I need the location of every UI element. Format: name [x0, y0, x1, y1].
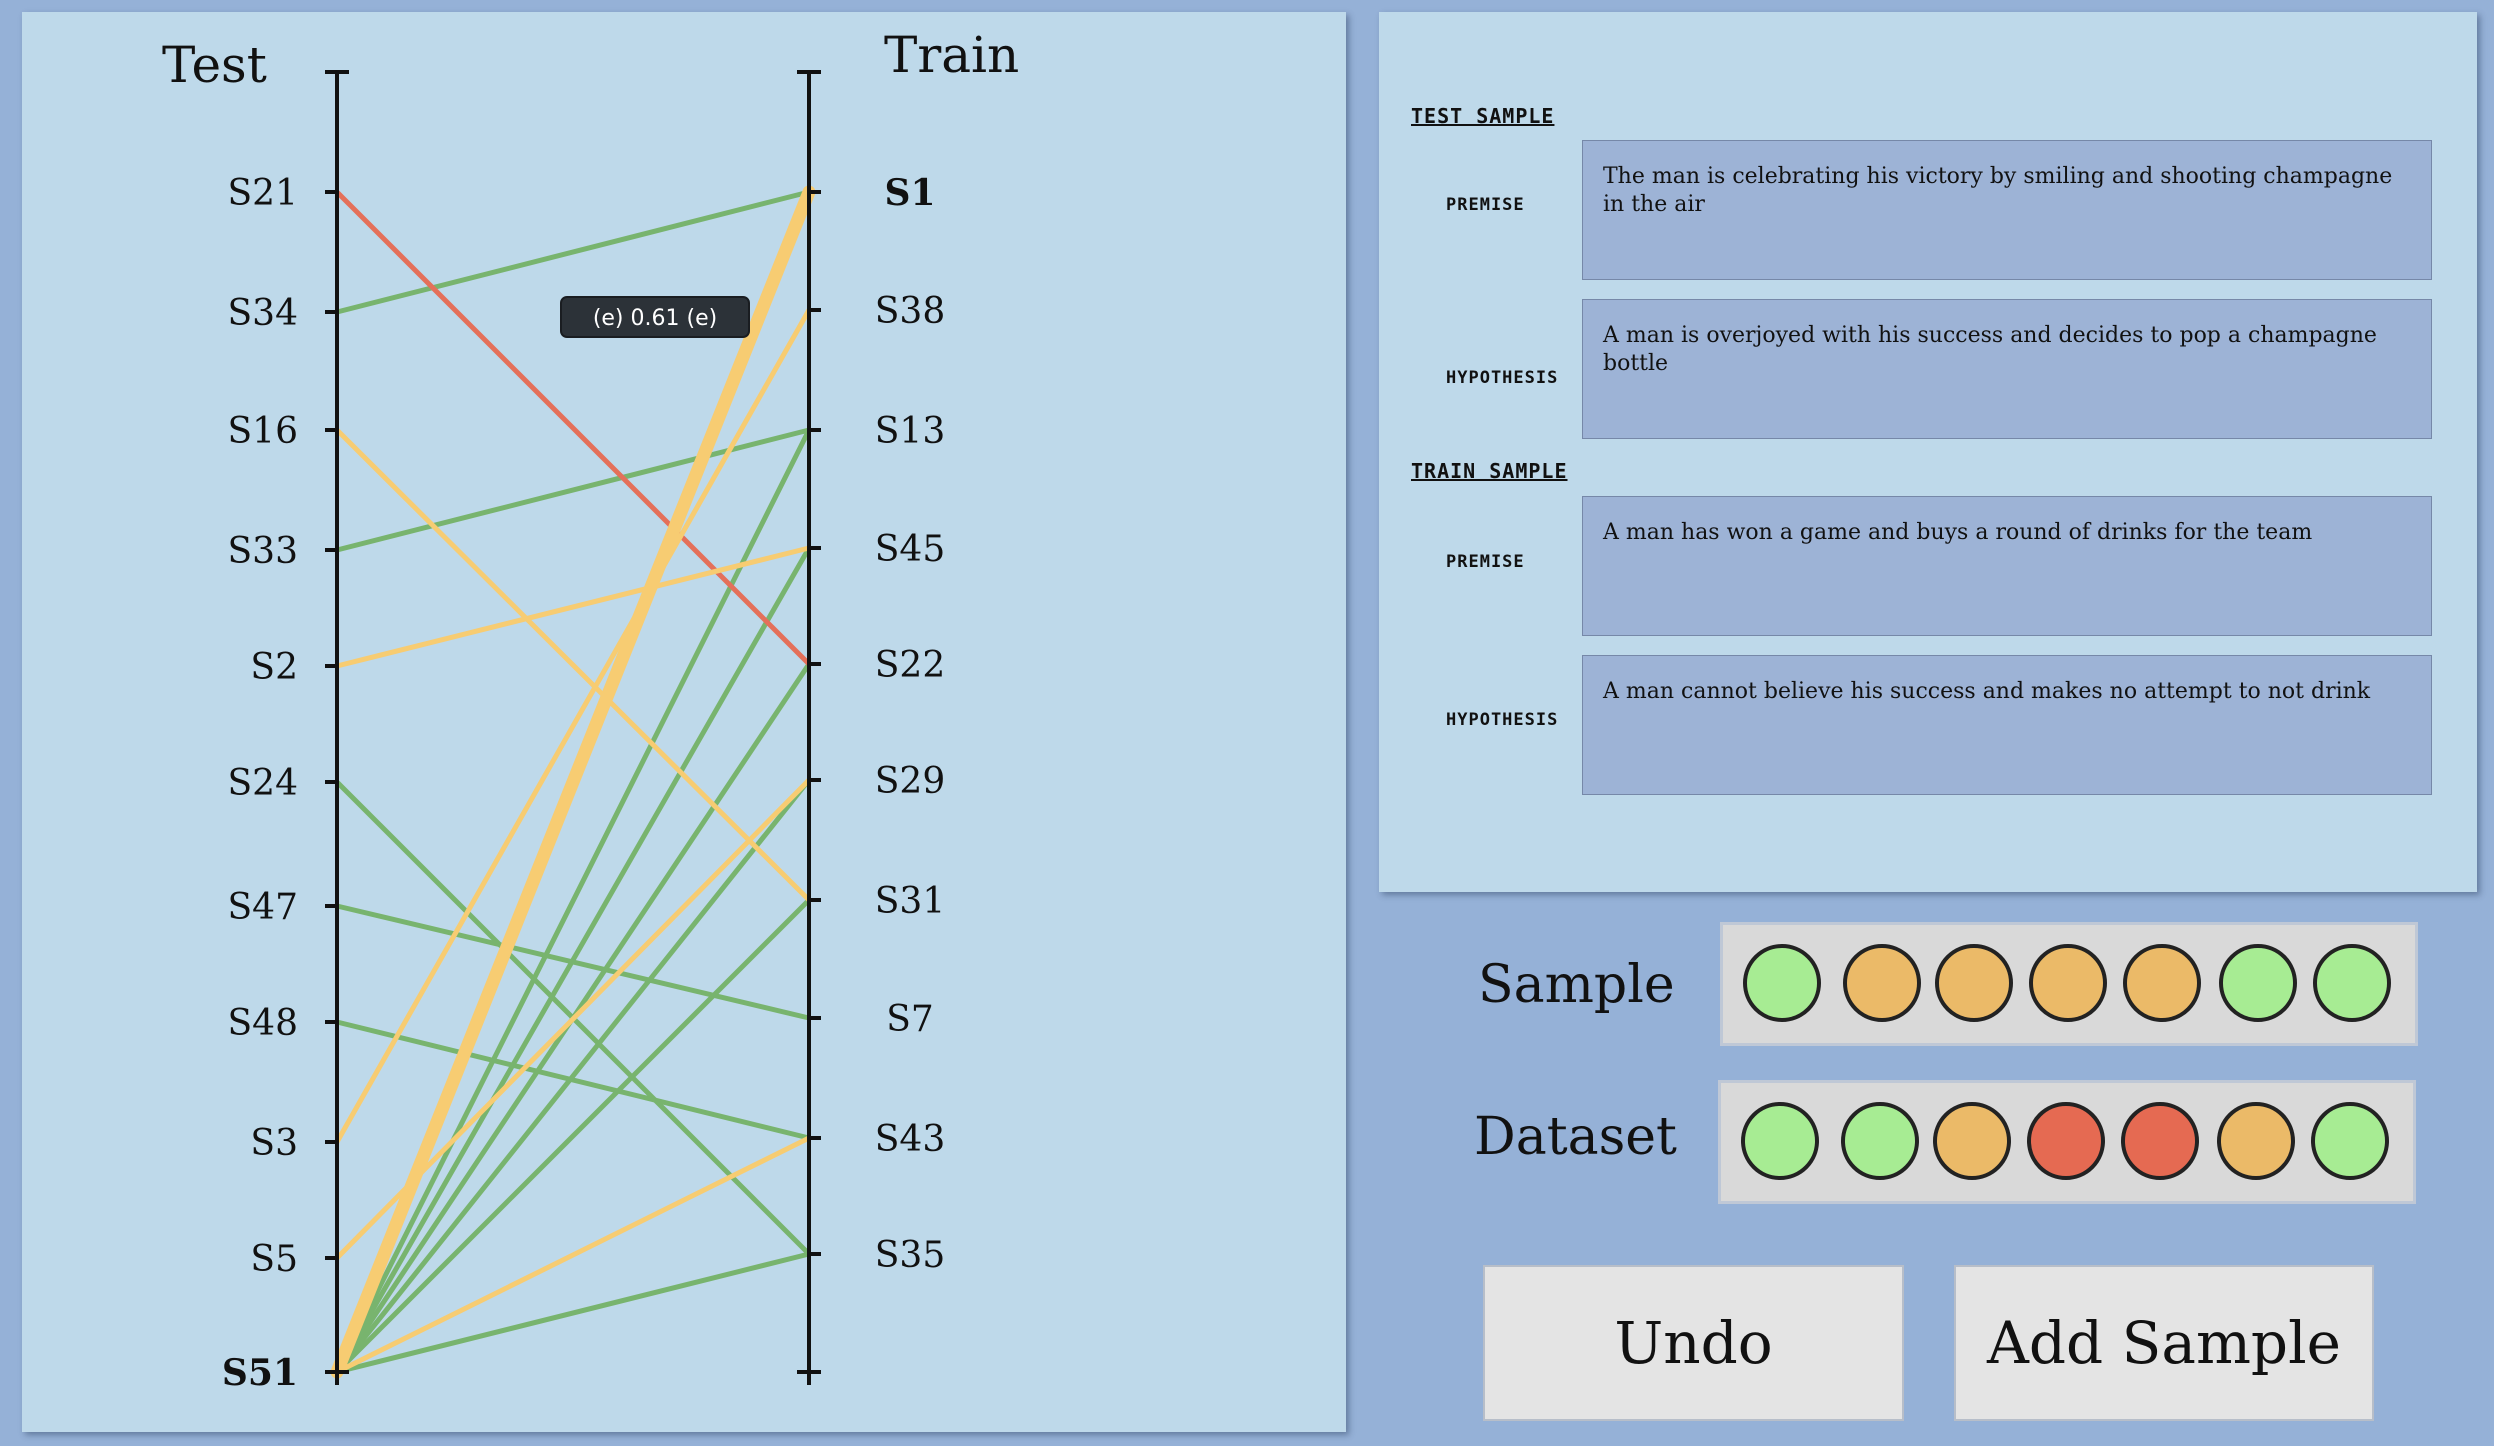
train-tick-s45[interactable]: S45 [875, 529, 945, 570]
test-tick-s48[interactable]: S48 [228, 1003, 298, 1044]
dataset-dots-tray [1718, 1080, 2416, 1204]
dataset-dot-5 [2121, 1102, 2199, 1180]
test-tick-s21[interactable]: S21 [228, 173, 298, 214]
test-tick-s47[interactable]: S47 [228, 887, 298, 928]
train-tick-s7[interactable]: S7 [886, 999, 934, 1040]
sample-dot-4 [2029, 944, 2107, 1022]
test-tick-s51[interactable]: S51 [222, 1352, 298, 1394]
train-tick-s22[interactable]: S22 [875, 645, 945, 686]
dataset-dot-7 [2311, 1102, 2389, 1180]
train-premise-text: A man has won a game and buys a round of… [1582, 496, 2432, 636]
add-sample-button[interactable]: Add Sample [1954, 1265, 2374, 1421]
link-s51-s35[interactable] [334, 1251, 812, 1375]
sample-dot-5 [2123, 944, 2201, 1022]
sample-dot-3 [1935, 944, 2013, 1022]
test-premise-label: PREMISE [1446, 195, 1525, 215]
link-s51-s29[interactable] [334, 777, 812, 1375]
sample-dot-7 [2313, 944, 2391, 1022]
link-tooltip: (e) 0.61 (e) [560, 296, 750, 338]
link-s51-s13[interactable] [334, 427, 812, 1375]
sample-dot-1 [1743, 944, 1821, 1022]
train-sample-heading: TRAIN SAMPLE [1411, 459, 1568, 483]
train-tick-s29[interactable]: S29 [875, 761, 945, 802]
dataset-dot-6 [2217, 1102, 2295, 1180]
test-premise-text: The man is celebrating his victory by sm… [1582, 140, 2432, 280]
link-s34-s1[interactable] [334, 189, 812, 315]
test-tick-s34[interactable]: S34 [228, 293, 298, 334]
link-s51-s43[interactable] [334, 1135, 812, 1375]
dataset-dot-2 [1841, 1102, 1919, 1180]
test-tick-s3[interactable]: S3 [250, 1123, 298, 1164]
sample-details-panel: TEST SAMPLE PREMISE The man is celebrati… [1379, 12, 2477, 892]
test-hypothesis-text: A man is overjoyed with his success and … [1582, 299, 2432, 439]
test-axis-title: Test [162, 36, 267, 94]
train-tick-s1[interactable]: S1 [884, 172, 935, 214]
link-s51-s31[interactable] [334, 897, 812, 1375]
train-tick-s35[interactable]: S35 [875, 1235, 945, 1276]
train-tick-s13[interactable]: S13 [875, 411, 945, 452]
test-tick-s16[interactable]: S16 [228, 411, 298, 452]
test-tick-s2[interactable]: S2 [250, 647, 298, 688]
tooltip-text: (e) 0.61 (e) [593, 306, 717, 331]
link-s33-s13[interactable] [334, 427, 812, 553]
link-s2-s45[interactable] [334, 545, 812, 669]
link-s16-s31[interactable] [334, 427, 812, 903]
link-s51-s45[interactable] [334, 545, 812, 1375]
train-premise-label: PREMISE [1446, 552, 1525, 572]
dataset-row-label: Dataset [1474, 1107, 1677, 1167]
comparison-chart-panel: S21 S34 S16 S33 S2 S24 S47 S48 S3 S5 S51 S1 S38 S13 S4… [22, 12, 1346, 1432]
test-tick-s33[interactable]: S33 [228, 531, 298, 572]
test-hypothesis-label: HYPOTHESIS [1446, 368, 1559, 388]
train-hypothesis-label: HYPOTHESIS [1446, 710, 1559, 730]
train-tick-s43[interactable]: S43 [875, 1119, 945, 1160]
link-s21-s22[interactable] [334, 189, 812, 667]
sample-dot-6 [2219, 944, 2297, 1022]
sample-dots-tray [1720, 922, 2418, 1046]
sample-dot-2 [1843, 944, 1921, 1022]
dataset-dot-4 [2027, 1102, 2105, 1180]
train-hypothesis-text: A man cannot believe his success and mak… [1582, 655, 2432, 795]
test-tick-s5[interactable]: S5 [250, 1239, 298, 1280]
link-s3-s38[interactable] [334, 307, 812, 1145]
train-axis-title: Train [884, 26, 1019, 84]
links-layer [330, 185, 816, 1379]
parallel-coordinates-chart[interactable]: S21 S34 S16 S33 S2 S24 S47 S48 S3 S5 S51 S1 S38 S13 S4… [22, 12, 1346, 1432]
undo-button[interactable]: Undo [1483, 1265, 1904, 1421]
train-tick-s31[interactable]: S31 [875, 881, 945, 922]
dataset-dot-3 [1933, 1102, 2011, 1180]
test-sample-heading: TEST SAMPLE [1411, 104, 1555, 128]
test-tick-s24[interactable]: S24 [228, 763, 298, 804]
link-s51-s1[interactable] [330, 185, 816, 1379]
train-tick-s38[interactable]: S38 [875, 291, 945, 332]
sample-row-label: Sample [1478, 955, 1675, 1015]
dataset-dot-1 [1741, 1102, 1819, 1180]
